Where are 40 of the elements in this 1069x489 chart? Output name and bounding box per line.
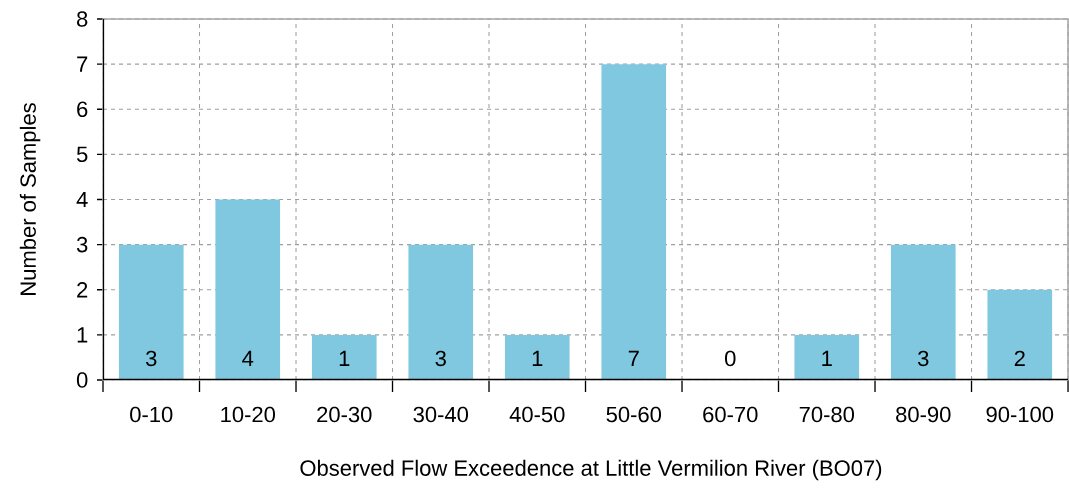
x-tick-label: 20-30 (317, 406, 372, 423)
data-label: 1 (339, 350, 350, 366)
x-axis-title: Observed Flow Exceedence at Little Vermilion River (BO07) (300, 459, 882, 481)
data-label: 2 (1014, 350, 1025, 366)
data-label: 1 (822, 350, 832, 366)
x-tick-label: 60-70 (703, 406, 758, 423)
bar (601, 64, 667, 380)
x-tick-label: 10-20 (221, 406, 276, 423)
y-tick-label: 7 (77, 56, 88, 72)
bar (215, 199, 281, 380)
data-label: 7 (628, 350, 639, 366)
data-label: 0 (725, 350, 736, 367)
bar (987, 289, 1053, 380)
data-label: 4 (242, 350, 254, 366)
bar (311, 334, 377, 380)
x-tick-label: 80-90 (896, 406, 951, 423)
data-label: 3 (917, 350, 929, 367)
data-label: 3 (145, 350, 157, 367)
data-label: 3 (435, 350, 446, 367)
x-tick-label: 40-50 (509, 406, 565, 423)
bar (504, 334, 570, 380)
y-tick-label: 4 (76, 191, 88, 208)
bar (408, 244, 474, 380)
x-tick-label: 90-100 (986, 406, 1054, 423)
bar (890, 244, 956, 380)
y-tick-label: 6 (77, 101, 88, 118)
y-tick-label: 3 (76, 236, 88, 253)
y-tick-label: 1 (77, 327, 88, 343)
x-tick-label: 50-60 (606, 406, 662, 423)
bar (118, 244, 184, 380)
y-tick-label: 8 (77, 11, 88, 27)
data-label: 1 (532, 350, 543, 366)
x-tick-label: 30-40 (413, 406, 469, 423)
y-tick-label: 5 (76, 146, 88, 163)
y-tick-label: 2 (77, 282, 88, 298)
y-tick-label: 0 (76, 372, 88, 388)
bar (794, 334, 860, 380)
y-axis-title: Number of Samples (19, 103, 41, 295)
x-tick-label: 0-10 (130, 406, 173, 423)
x-tick-label: 70-80 (799, 406, 855, 423)
